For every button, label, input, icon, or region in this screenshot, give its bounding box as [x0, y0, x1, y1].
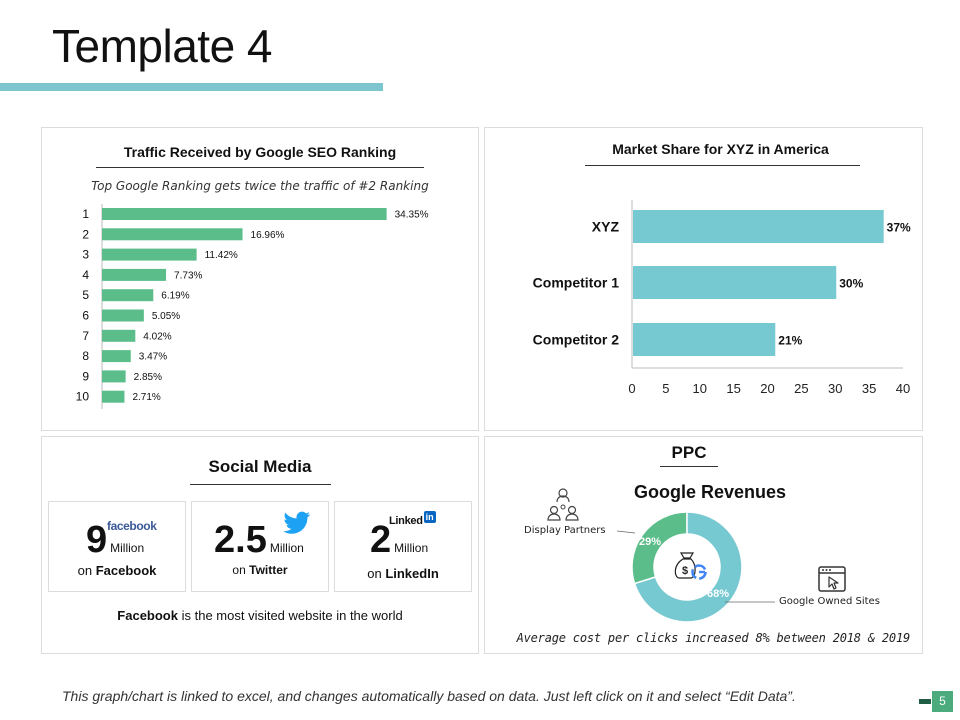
seo-chart-subtitle: Top Google Ranking gets twice the traffi… [91, 179, 429, 193]
linkedin-card: Linked in 2 Million on LinkedIn [334, 501, 472, 592]
market-category-label: Competitor 2 [533, 332, 620, 348]
linkedin-count: 2 [370, 519, 392, 561]
seo-chart-title: Traffic Received by Google SEO Ranking [123, 144, 397, 160]
google-owned-sites-label: Google Owned Sites [779, 596, 880, 607]
display-partners-icon [547, 488, 579, 521]
seo-bar-value-label: 5.05% [152, 311, 180, 322]
seo-rank-label: 6 [82, 309, 89, 323]
seo-rank-label: 9 [82, 369, 89, 383]
seo-bar [102, 390, 125, 403]
market-x-tick-label: 40 [896, 381, 910, 396]
seo-bar [102, 309, 144, 322]
twitter-unit: Million [269, 541, 304, 555]
seo-bar-value-label: 6.19% [161, 291, 189, 302]
seo-rank-label: 8 [82, 349, 89, 363]
market-bar [633, 266, 837, 299]
market-share-panel: Market Share for XYZ in America XYZ 37% Co… [484, 127, 923, 431]
ppc-title: PPC [671, 443, 707, 462]
seo-bar [102, 208, 387, 220]
donut-slice [633, 511, 743, 623]
seo-bar [102, 370, 126, 383]
ppc-panel: PPC Google Revenues 29% 68% $ Display Part… [484, 436, 923, 654]
market-x-tick-label: 35 [862, 381, 876, 396]
seo-panel: Traffic Received by Google SEO Ranking T… [41, 127, 479, 431]
seo-title-underline [96, 167, 424, 168]
seo-bar-value-label: 34.35% [395, 210, 429, 221]
market-x-tick-label: 0 [628, 381, 635, 396]
linkedin-unit: Million [394, 541, 429, 555]
market-bar-value-label: 21% [778, 334, 802, 348]
ppc-note: Average cost per clicks increased 8% bet… [516, 631, 911, 645]
display-partners-label: Display Partners [524, 525, 606, 536]
facebook-unit: Million [110, 541, 145, 555]
seo-bar-value-label: 2.71% [132, 392, 160, 403]
seo-rank-label: 4 [82, 268, 89, 282]
market-chart-title: Market Share for XYZ in America [612, 141, 829, 157]
market-bar-value-label: 30% [839, 277, 863, 291]
seo-rank-label: 5 [82, 288, 89, 302]
twitter-caption: on Twitter [232, 563, 288, 577]
seo-bar [102, 329, 136, 342]
seo-rank-label: 3 [82, 248, 89, 262]
market-x-tick-label: 20 [760, 381, 774, 396]
seo-bar-value-label: 7.73% [174, 270, 202, 281]
market-title-underline [585, 165, 860, 166]
social-title-underline [190, 484, 331, 485]
market-x-tick-label: 5 [662, 381, 669, 396]
page-number: 5 [932, 691, 953, 712]
facebook-count: 9 [86, 519, 108, 561]
seo-bar [102, 350, 131, 363]
market-share-bar-chart: XYZ 37% Competitor 1 30% Competitor 2 21% 0 5 10… [533, 200, 911, 396]
seo-bar [102, 289, 154, 302]
donut-value-label: 68% [707, 588, 729, 600]
slide-title: Template 4 [52, 20, 273, 72]
title-accent-bar [0, 83, 383, 91]
linkedin-caption: on LinkedIn [367, 566, 439, 581]
social-media-panel: Social Media facebook 9 Million on Facebo… [41, 436, 479, 654]
seo-bar [102, 268, 167, 281]
ppc-title-underline [660, 466, 718, 467]
twitter-card: 2.5 Million on Twitter [191, 501, 329, 592]
seo-bar [102, 228, 243, 241]
seo-rank-label: 1 [82, 207, 89, 221]
seo-bar-value-label: 2.85% [134, 372, 162, 383]
seo-bar-value-label: 4.02% [143, 331, 171, 342]
svg-text:$: $ [682, 565, 688, 577]
social-note: Facebook is the most visited website in … [117, 608, 403, 623]
page-number-bar [919, 699, 931, 704]
money-bag-google-icon: $ [674, 552, 707, 580]
twitter-bird-icon [283, 511, 310, 534]
market-category-label: XYZ [592, 219, 620, 235]
google-revenues-donut: 29% 68% $ [616, 511, 775, 623]
linkedin-logo: Linked in [389, 511, 436, 527]
market-x-tick-label: 30 [828, 381, 842, 396]
facebook-caption: on Facebook [77, 563, 157, 578]
seo-bar-chart: 1 34.35% 2 16.96% 3 11.42% 4 7.73% 5 6.19% 6 5.05% 7… [76, 204, 429, 409]
seo-rank-label: 2 [82, 227, 89, 241]
google-owned-sites-icon [818, 566, 846, 592]
market-category-label: Competitor 1 [533, 275, 620, 291]
seo-rank-label: 10 [76, 390, 90, 404]
market-x-tick-label: 25 [794, 381, 808, 396]
market-x-tick-label: 15 [726, 381, 740, 396]
seo-bar [102, 248, 197, 261]
google-revenues-title: Google Revenues [633, 482, 787, 502]
seo-bar-value-label: 3.47% [139, 352, 167, 363]
seo-bar-value-label: 16.96% [251, 230, 285, 241]
facebook-card: facebook 9 Million on Facebook [48, 501, 186, 592]
social-media-title: Social Media [208, 457, 312, 476]
donut-value-label: 29% [639, 536, 661, 548]
market-x-tick-label: 10 [693, 381, 707, 396]
display-partners-leader-line [616, 530, 636, 534]
twitter-count: 2.5 [214, 519, 267, 561]
market-bar [633, 210, 884, 243]
market-bar-value-label: 37% [887, 221, 911, 235]
seo-bar-value-label: 11.42% [205, 250, 238, 261]
footer-note: This graph/chart is linked to excel, and… [62, 688, 796, 704]
market-bar [633, 323, 776, 356]
facebook-logo: facebook [107, 519, 157, 533]
seo-rank-label: 7 [82, 329, 89, 343]
